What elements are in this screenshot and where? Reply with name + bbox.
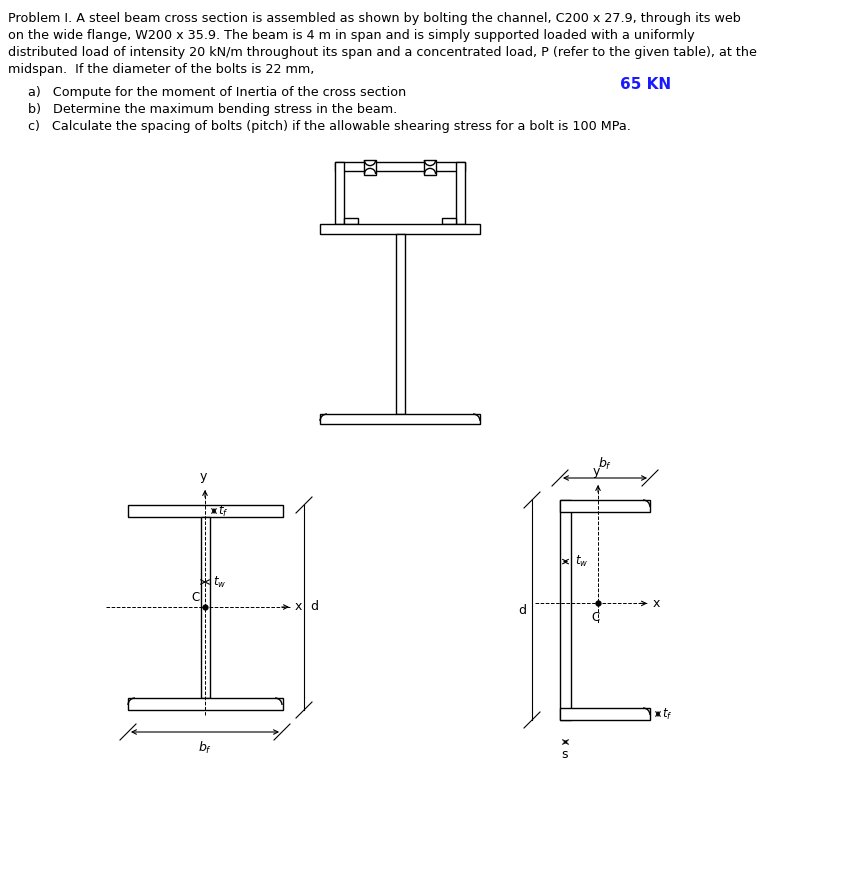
Bar bbox=[320, 414, 480, 424]
Text: Problem I. A steel beam cross section is assembled as shown by bolting the chann: Problem I. A steel beam cross section is… bbox=[8, 12, 740, 25]
Bar bbox=[335, 162, 465, 171]
Text: on the wide flange, W200 x 35.9. The beam is 4 m in span and is simply supported: on the wide flange, W200 x 35.9. The bea… bbox=[8, 29, 695, 42]
Text: $t_f$: $t_f$ bbox=[218, 504, 229, 519]
Bar bbox=[128, 698, 283, 710]
Text: b)   Determine the maximum bending stress in the beam.: b) Determine the maximum bending stress … bbox=[28, 103, 397, 116]
Text: C: C bbox=[192, 591, 200, 604]
Text: $t_f$: $t_f$ bbox=[662, 706, 673, 722]
Bar bbox=[456, 162, 465, 224]
Text: $t_w$: $t_w$ bbox=[213, 574, 226, 589]
Bar bbox=[201, 517, 210, 698]
Text: $t_w$: $t_w$ bbox=[575, 554, 588, 569]
Text: a)   Compute for the moment of Inertia of the cross section: a) Compute for the moment of Inertia of … bbox=[28, 86, 406, 99]
Text: 65 KN: 65 KN bbox=[620, 77, 671, 92]
Text: y: y bbox=[593, 465, 599, 478]
Text: y: y bbox=[200, 470, 206, 483]
Bar bbox=[344, 218, 358, 224]
Text: s: s bbox=[562, 748, 568, 761]
Text: d: d bbox=[518, 604, 526, 616]
Bar bbox=[365, 160, 376, 175]
Bar bbox=[320, 224, 480, 234]
Text: x: x bbox=[295, 600, 303, 613]
Text: d: d bbox=[310, 600, 318, 613]
Text: x: x bbox=[653, 597, 660, 610]
Bar bbox=[128, 505, 283, 517]
Bar bbox=[396, 234, 405, 414]
Bar bbox=[335, 162, 344, 224]
Text: $b_f$: $b_f$ bbox=[598, 456, 612, 472]
Bar bbox=[560, 708, 650, 720]
Bar bbox=[442, 218, 456, 224]
Text: distributed load of intensity 20 kN/m throughout its span and a concentrated loa: distributed load of intensity 20 kN/m th… bbox=[8, 46, 757, 59]
Bar bbox=[560, 500, 650, 512]
Text: midspan.  If the diameter of the bolts is 22 mm,: midspan. If the diameter of the bolts is… bbox=[8, 63, 315, 76]
Text: C: C bbox=[592, 612, 600, 624]
Text: c)   Calculate the spacing of bolts (pitch) if the allowable shearing stress for: c) Calculate the spacing of bolts (pitch… bbox=[28, 120, 631, 133]
Bar bbox=[424, 160, 436, 175]
Text: $b_f$: $b_f$ bbox=[198, 740, 212, 756]
Bar bbox=[560, 500, 571, 720]
